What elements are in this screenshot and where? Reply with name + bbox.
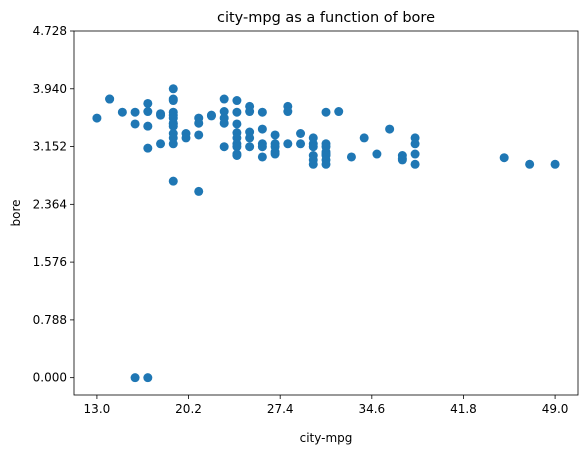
data-point [232,142,242,152]
data-point [143,107,153,117]
data-point [168,121,178,131]
data-point [219,142,229,152]
data-point [321,107,331,117]
data-point [410,139,420,149]
data-point [245,142,255,152]
data-point [550,159,560,169]
data-point [156,109,166,119]
data-point [194,130,204,140]
data-point [92,113,102,123]
data-point [219,94,229,104]
x-tick-label: 41.8 [450,402,477,416]
data-point [232,151,242,160]
data-point [232,107,242,117]
y-axis: 0.000 0.788 1.576 2.364 3.152 3.940 4.728 [33,24,74,385]
data-point [194,186,204,196]
data-point [410,149,420,159]
x-tick-label: 34.6 [358,402,385,416]
data-point [143,373,153,383]
x-tick-label: 13.0 [84,402,111,416]
data-point [245,107,255,117]
data-point [156,139,166,149]
data-point [117,107,127,117]
data-point [296,129,306,138]
data-point [525,159,535,169]
data-point [257,152,267,162]
data-point [232,96,242,106]
data-point [245,133,255,143]
data-point [270,149,280,159]
y-tick-label: 0.788 [33,313,67,327]
data-point [168,84,178,94]
data-point [346,152,356,162]
data-point [130,107,140,117]
data-point [257,124,267,134]
data-point [359,133,369,143]
data-point [181,133,191,143]
data-point [105,94,115,104]
plot-frame [73,30,579,396]
y-axis-label: bore [9,199,23,226]
points-layer [92,84,560,383]
data-point [283,139,293,149]
data-point [257,107,267,117]
data-point [232,119,242,129]
data-point [168,96,178,106]
data-point [321,159,331,169]
data-point [143,143,153,153]
data-point [143,121,153,131]
data-point [168,139,178,149]
x-tick-label: 20.2 [175,402,202,416]
x-tick-label: 49.0 [542,402,569,416]
y-tick-label: 3.152 [33,140,67,154]
data-point [308,159,318,169]
data-point [372,149,382,159]
data-point [385,124,395,134]
data-point [130,373,140,383]
data-point [270,130,280,140]
y-tick-label: 4.728 [33,24,67,38]
y-tick-label: 0.000 [33,371,67,385]
data-point [499,153,509,163]
data-point [219,118,229,128]
data-point [410,159,420,169]
data-point [283,107,293,117]
data-point [168,176,178,186]
y-tick-label: 3.940 [33,82,67,96]
x-axis-label: city-mpg [300,431,353,445]
x-tick-label: 27.4 [267,402,294,416]
data-point [130,119,140,129]
data-point [143,98,153,108]
data-point [219,107,229,117]
x-axis: 13.0 20.2 27.4 34.6 41.8 49.0 [84,395,569,416]
data-point [397,155,407,165]
data-point [257,142,267,152]
data-point [194,118,204,128]
y-tick-label: 1.576 [33,255,67,269]
data-point [334,107,344,117]
y-tick-label: 2.364 [33,197,67,211]
data-point [308,142,318,152]
data-point [296,139,306,149]
data-point [206,111,216,121]
chart-title: city-mpg as a function of bore [217,10,435,26]
